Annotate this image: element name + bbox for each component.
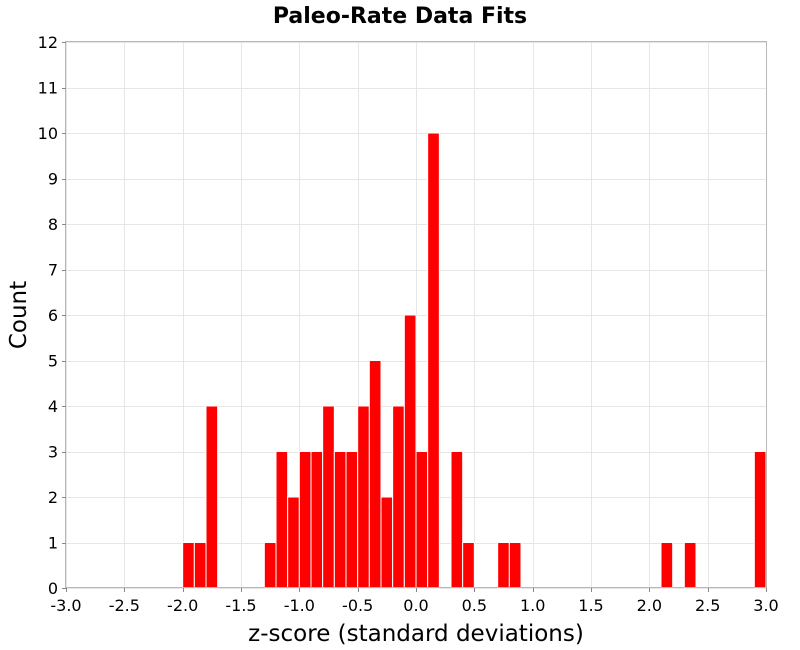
histogram-bar bbox=[193, 542, 207, 589]
x-tick-label: 3.0 bbox=[753, 596, 778, 615]
x-tick-label: 2.5 bbox=[695, 596, 720, 615]
x-tick-label: -2.0 bbox=[167, 596, 198, 615]
gridlines bbox=[66, 42, 767, 589]
histogram-bar bbox=[205, 405, 219, 589]
y-tick-label: 1 bbox=[48, 534, 58, 553]
x-tick-label: -3.0 bbox=[50, 596, 81, 615]
x-tick-label: 0.0 bbox=[403, 596, 428, 615]
x-tick-label: -2.5 bbox=[109, 596, 140, 615]
histogram-bar bbox=[263, 542, 277, 589]
y-tick-label: 11 bbox=[38, 79, 58, 98]
y-tick-label: 9 bbox=[48, 170, 58, 189]
histogram-bar bbox=[660, 542, 674, 589]
x-tick-label: -1.5 bbox=[225, 596, 256, 615]
x-tick-label: 1.0 bbox=[520, 596, 545, 615]
histogram-bar bbox=[287, 496, 300, 589]
histogram-bar bbox=[450, 451, 464, 589]
x-tick-label: -0.5 bbox=[342, 596, 373, 615]
histogram-bar bbox=[345, 451, 359, 589]
histogram-bar bbox=[310, 451, 324, 589]
x-tick-label: -1.0 bbox=[284, 596, 315, 615]
y-tick-label: 10 bbox=[38, 124, 58, 143]
plot-frame bbox=[65, 41, 767, 588]
histogram-bar bbox=[683, 542, 697, 589]
x-axis-label: z-score (standard deviations) bbox=[248, 621, 584, 647]
histogram-bar bbox=[275, 451, 289, 589]
histogram-bar bbox=[357, 405, 370, 589]
histogram-bar bbox=[497, 542, 510, 589]
chart-title: Paleo-Rate Data Fits bbox=[273, 4, 527, 29]
y-tick-label: 2 bbox=[48, 488, 58, 507]
histogram-bar bbox=[415, 451, 429, 589]
histogram-bar bbox=[380, 496, 394, 589]
histogram-bar bbox=[392, 405, 405, 589]
x-tick-label: 1.5 bbox=[578, 596, 603, 615]
y-tick-label: 4 bbox=[48, 397, 58, 416]
y-tick-label: 8 bbox=[48, 215, 58, 234]
y-tick-label: 3 bbox=[48, 443, 58, 462]
histogram-bars bbox=[182, 132, 767, 589]
x-axis-ticks: -3.0 -2.5 -2.0 -1.5 -1.0 -0.5 0.0 0.5 1.0 1.5 2.0 2… bbox=[50, 588, 779, 615]
y-tick-label: 5 bbox=[48, 352, 58, 371]
histogram-bar bbox=[298, 451, 312, 589]
histogram-bar bbox=[182, 542, 195, 589]
y-tick-label: 7 bbox=[48, 261, 58, 280]
y-axis-label: Count bbox=[6, 281, 32, 349]
y-tick-label: 0 bbox=[48, 579, 58, 598]
histogram-bar bbox=[753, 451, 767, 589]
histogram-bar bbox=[322, 405, 335, 589]
y-tick-label: 12 bbox=[38, 33, 58, 52]
histogram-bar bbox=[368, 360, 382, 589]
x-tick-label: 0.5 bbox=[462, 596, 487, 615]
y-tick-label: 6 bbox=[48, 306, 58, 325]
histogram-bar bbox=[333, 451, 347, 589]
histogram-bar bbox=[462, 542, 475, 589]
x-tick-label: 2.0 bbox=[637, 596, 662, 615]
histogram-bar bbox=[403, 314, 417, 589]
histogram-bar bbox=[427, 132, 440, 589]
histogram-bar bbox=[508, 542, 522, 589]
